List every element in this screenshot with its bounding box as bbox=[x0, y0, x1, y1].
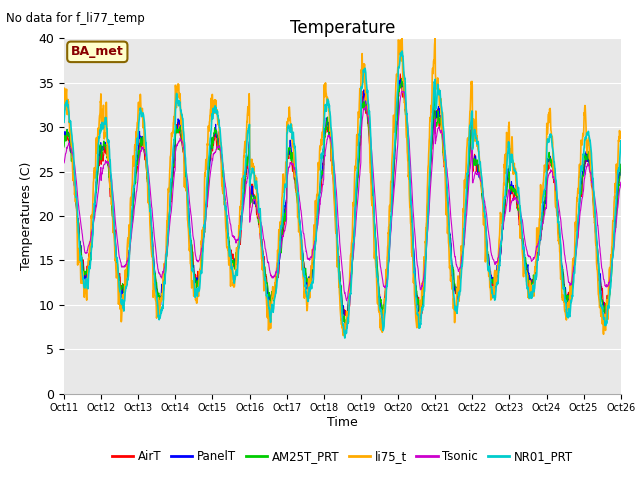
NR01_PRT bbox=[617, 138, 625, 144]
PanelT bbox=[216, 143, 223, 149]
AirT bbox=[568, 279, 575, 285]
AM25T_PRT bbox=[584, 151, 591, 157]
PanelT bbox=[584, 157, 591, 163]
PanelT bbox=[617, 163, 625, 168]
Text: BA_met: BA_met bbox=[71, 45, 124, 59]
AirT bbox=[617, 164, 625, 169]
X-axis label: Time: Time bbox=[327, 416, 358, 429]
AirT bbox=[371, 223, 378, 228]
li75_t bbox=[398, 36, 406, 41]
Legend: AirT, PanelT, AM25T_PRT, li75_t, Tsonic, NR01_PRT: AirT, PanelT, AM25T_PRT, li75_t, Tsonic,… bbox=[108, 445, 577, 468]
PanelT bbox=[568, 282, 576, 288]
NR01_PRT bbox=[60, 120, 68, 125]
li75_t bbox=[216, 130, 223, 135]
NR01_PRT bbox=[359, 81, 367, 87]
Line: NR01_PRT: NR01_PRT bbox=[64, 51, 621, 338]
Title: Temperature: Temperature bbox=[290, 19, 395, 37]
AirT bbox=[584, 156, 591, 162]
AM25T_PRT bbox=[216, 144, 223, 149]
Tsonic bbox=[216, 143, 223, 148]
li75_t bbox=[359, 69, 367, 75]
li75_t bbox=[584, 141, 591, 147]
NR01_PRT bbox=[505, 139, 513, 144]
AM25T_PRT bbox=[359, 105, 367, 111]
AirT bbox=[602, 318, 610, 324]
Tsonic bbox=[359, 114, 367, 120]
AM25T_PRT bbox=[505, 172, 513, 178]
Text: No data for f_li77_temp: No data for f_li77_temp bbox=[6, 12, 145, 25]
NR01_PRT bbox=[341, 335, 349, 341]
Y-axis label: Temperatures (C): Temperatures (C) bbox=[20, 162, 33, 270]
AM25T_PRT bbox=[568, 284, 576, 290]
Tsonic bbox=[397, 89, 405, 95]
AM25T_PRT bbox=[371, 221, 379, 227]
Tsonic bbox=[568, 276, 576, 281]
li75_t bbox=[568, 274, 576, 280]
PanelT bbox=[397, 76, 405, 82]
PanelT bbox=[371, 227, 379, 232]
Line: AirT: AirT bbox=[64, 74, 621, 321]
li75_t bbox=[505, 123, 513, 129]
Tsonic bbox=[371, 191, 379, 196]
li75_t bbox=[617, 130, 625, 135]
PanelT bbox=[60, 135, 68, 141]
Line: AM25T_PRT: AM25T_PRT bbox=[64, 78, 621, 324]
PanelT bbox=[505, 168, 513, 174]
PanelT bbox=[342, 323, 349, 328]
Tsonic bbox=[584, 162, 591, 168]
AirT bbox=[216, 129, 223, 134]
AM25T_PRT bbox=[617, 161, 625, 167]
Line: Tsonic: Tsonic bbox=[64, 92, 621, 301]
li75_t bbox=[371, 250, 379, 255]
NR01_PRT bbox=[398, 48, 406, 54]
Tsonic bbox=[617, 180, 625, 185]
li75_t bbox=[60, 106, 68, 111]
AirT bbox=[60, 138, 68, 144]
NR01_PRT bbox=[568, 296, 576, 301]
Line: li75_t: li75_t bbox=[64, 38, 621, 336]
AirT bbox=[358, 96, 366, 102]
li75_t bbox=[339, 333, 347, 338]
Tsonic bbox=[505, 188, 513, 193]
Line: PanelT: PanelT bbox=[64, 79, 621, 325]
NR01_PRT bbox=[216, 123, 223, 129]
AirT bbox=[396, 71, 404, 77]
AirT bbox=[504, 175, 512, 181]
AM25T_PRT bbox=[342, 321, 349, 326]
AM25T_PRT bbox=[398, 75, 406, 81]
Tsonic bbox=[60, 160, 68, 166]
PanelT bbox=[359, 103, 367, 108]
NR01_PRT bbox=[584, 130, 591, 136]
NR01_PRT bbox=[371, 228, 379, 234]
AM25T_PRT bbox=[60, 144, 68, 150]
Tsonic bbox=[343, 298, 351, 304]
